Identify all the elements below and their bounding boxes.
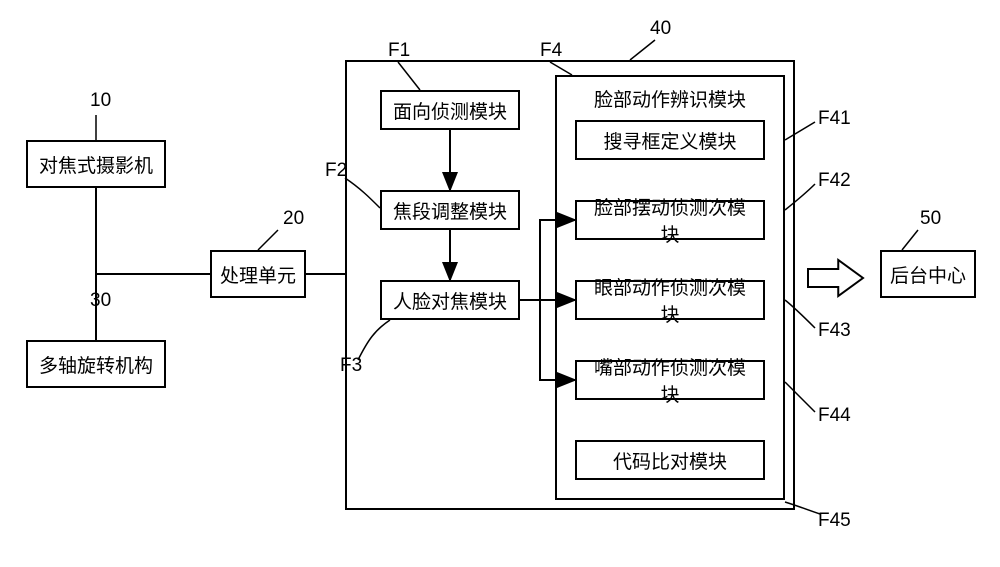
node-f3: 人脸对焦模块	[380, 280, 520, 320]
node-f42-label: 脸部摆动侦测次模块	[585, 193, 755, 247]
node-multiaxis-label: 多轴旋转机构	[39, 351, 153, 378]
node-backend: 后台中心	[880, 250, 976, 298]
ref-f45: F45	[818, 510, 851, 532]
node-f2: 焦段调整模块	[380, 190, 520, 230]
node-f2-label: 焦段调整模块	[393, 197, 507, 224]
node-camera-label: 对焦式摄影机	[39, 151, 153, 178]
node-f42: 脸部摆动侦测次模块	[575, 200, 765, 240]
ref-40: 40	[650, 18, 671, 40]
ref-f43: F43	[818, 320, 851, 342]
node-processor: 处理单元	[210, 250, 306, 298]
node-camera: 对焦式摄影机	[26, 140, 166, 188]
ref-50: 50	[920, 208, 941, 230]
node-f43: 眼部动作侦测次模块	[575, 280, 765, 320]
node-f3-label: 人脸对焦模块	[393, 287, 507, 314]
ref-10: 10	[90, 90, 111, 112]
node-f45: 代码比对模块	[575, 440, 765, 480]
ref-f41: F41	[818, 108, 851, 130]
node-f1-label: 面向侦测模块	[393, 97, 507, 124]
ref-f3: F3	[340, 355, 362, 377]
node-multiaxis: 多轴旋转机构	[26, 340, 166, 388]
node-f45-label: 代码比对模块	[613, 447, 727, 474]
ref-f2: F2	[325, 160, 347, 182]
node-f41-label: 搜寻框定义模块	[603, 127, 736, 154]
container-f4-title: 脸部动作辨识模块	[557, 85, 783, 112]
ref-f1: F1	[388, 40, 410, 62]
ref-f42: F42	[818, 170, 851, 192]
node-processor-label: 处理单元	[220, 261, 296, 288]
ref-20: 20	[283, 208, 304, 230]
node-backend-label: 后台中心	[890, 261, 966, 288]
ref-30: 30	[90, 290, 111, 312]
node-f44: 嘴部动作侦测次模块	[575, 360, 765, 400]
diagram-canvas: 脸部动作辨识模块 对焦式摄影机 多轴旋转机构 处理单元 后台中心 面向侦测模块 …	[0, 0, 1000, 567]
node-f41: 搜寻框定义模块	[575, 120, 765, 160]
node-f1: 面向侦测模块	[380, 90, 520, 130]
node-f43-label: 眼部动作侦测次模块	[585, 273, 755, 327]
ref-f44: F44	[818, 405, 851, 427]
node-f44-label: 嘴部动作侦测次模块	[585, 353, 755, 407]
ref-f4: F4	[540, 40, 562, 62]
